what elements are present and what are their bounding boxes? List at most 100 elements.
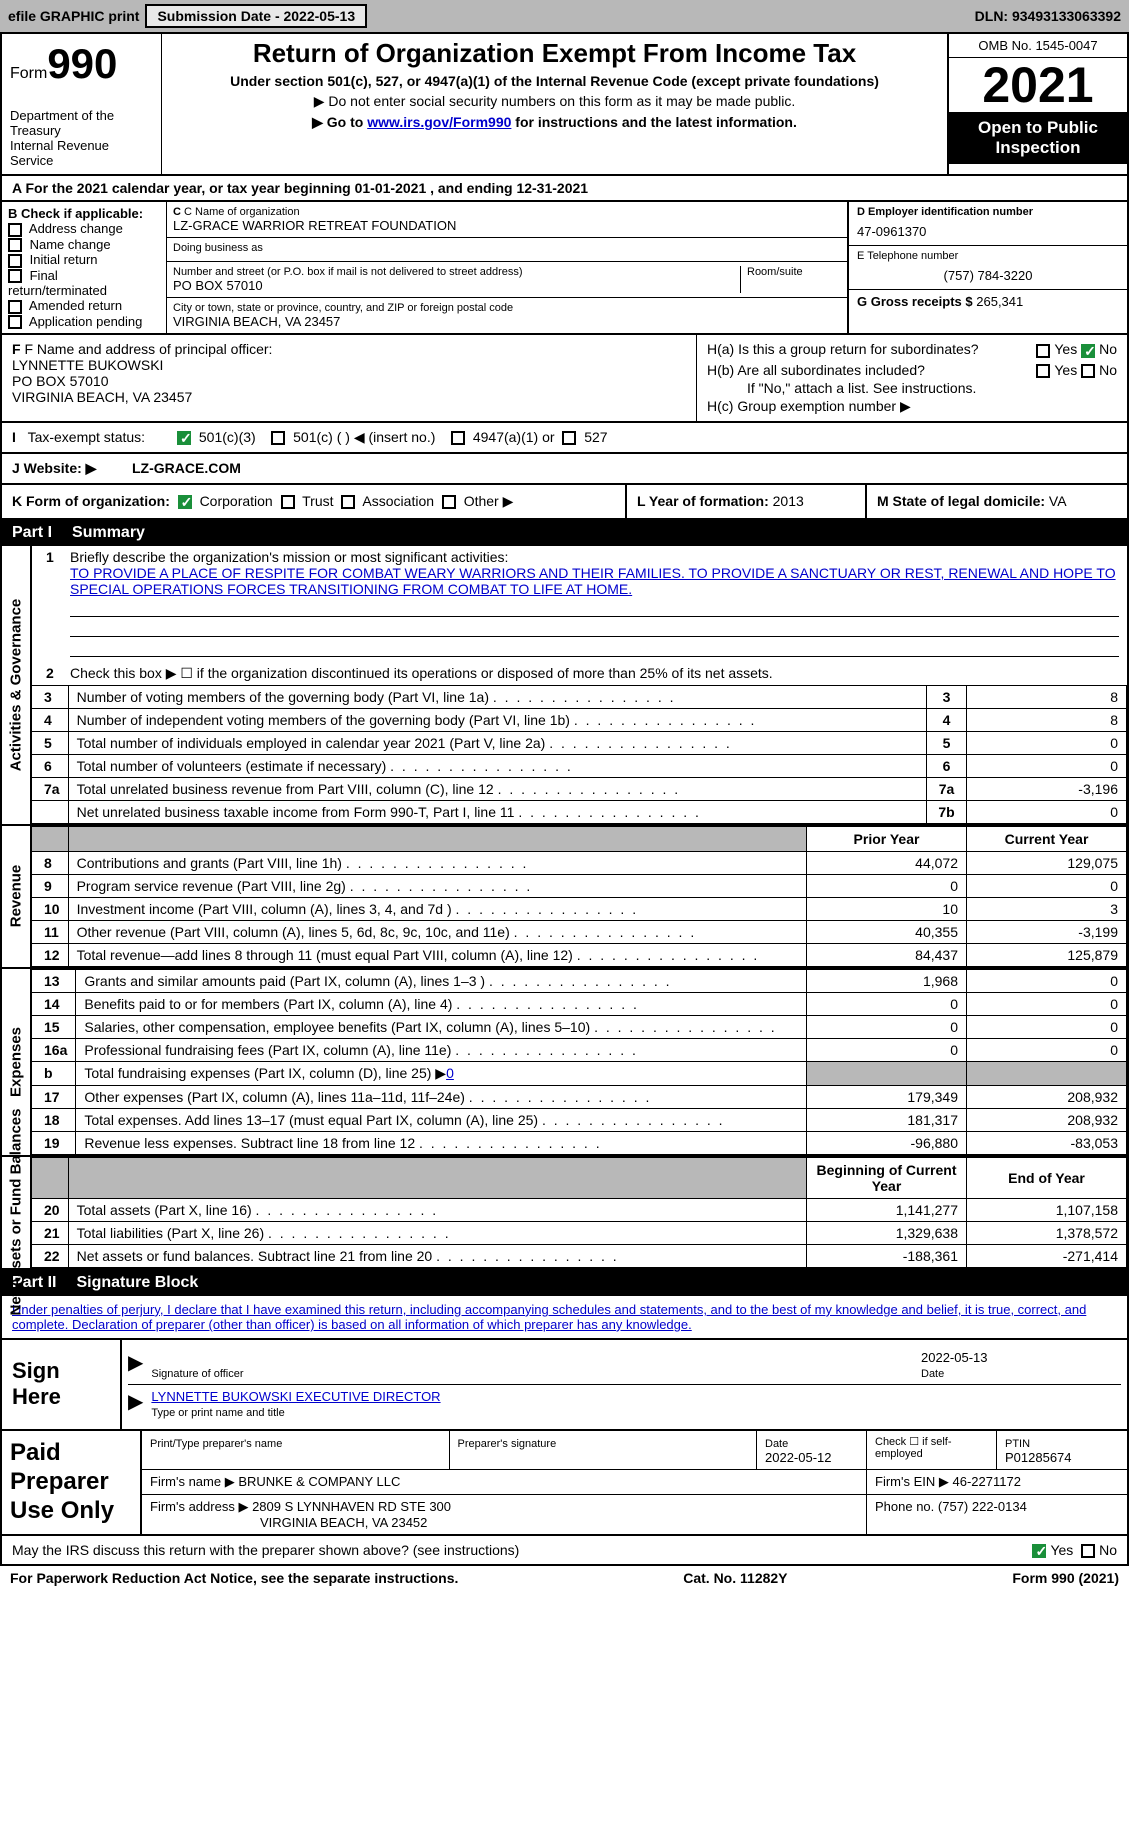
header-left: Form990 Department of the Treasury Inter… [2,34,162,174]
table-row: 22Net assets or fund balances. Subtract … [32,1244,1127,1267]
table-row: 19Revenue less expenses. Subtract line 1… [32,1131,1127,1154]
table-row: 4Number of independent voting members of… [32,708,1127,731]
submission-date-button[interactable]: Submission Date - 2022-05-13 [145,4,367,28]
table-row: 10Investment income (Part VIII, column (… [32,897,1127,920]
irs-link[interactable]: www.irs.gov/Form990 [367,114,511,130]
section-activities-governance: Activities & Governance 1Briefly describ… [0,546,1129,826]
ein-value: 47-0961370 [857,224,1119,239]
table-row: 7aTotal unrelated business revenue from … [32,777,1127,800]
checkbox-ha-no[interactable] [1081,344,1095,358]
checkbox-trust[interactable] [281,495,295,509]
dln-label: DLN: 93493133063392 [975,8,1121,24]
checkbox-hb-yes[interactable] [1036,364,1050,378]
website-value: LZ-GRACE.COM [132,460,241,477]
table-row: 8Contributions and grants (Part VIII, li… [32,851,1127,874]
org-city: VIRGINIA BEACH, VA 23457 [173,314,841,329]
table-row: 20Total assets (Part X, line 16) 1,141,2… [32,1198,1127,1221]
checkbox-other[interactable] [442,495,456,509]
table-row: 18Total expenses. Add lines 13–17 (must … [32,1108,1127,1131]
form-subtitle-2: ▶ Do not enter social security numbers o… [166,93,943,110]
form-header: Form990 Department of the Treasury Inter… [0,34,1129,176]
col-c-org-info: C C Name of organization LZ-GRACE WARRIO… [167,202,847,333]
addr-label: Number and street (or P.O. box if mail i… [173,266,734,278]
side-label-net: Net Assets or Fund Balances [2,1157,32,1268]
row-j-website: J Website: ▶ LZ-GRACE.COM [0,454,1129,485]
paid-preparer-block: Paid Preparer Use Only Print/Type prepar… [0,1431,1129,1536]
tel-value: (757) 784-3220 [857,268,1119,283]
table-row: 5Total number of individuals employed in… [32,731,1127,754]
principal-officer: F F Name and address of principal office… [2,335,697,421]
part-ii-header: Part II Signature Block [0,1270,1129,1296]
omb-number: OMB No. 1545-0047 [949,34,1127,58]
table-row: 11Other revenue (Part VIII, column (A), … [32,920,1127,943]
ein-label: D Employer identification number [857,206,1119,218]
checkbox-initial-return[interactable] [8,254,22,268]
org-address: PO BOX 57010 [173,278,734,293]
city-label: City or town, state or province, country… [173,302,841,314]
section-net-assets: Net Assets or Fund Balances Beginning of… [0,1157,1129,1270]
group-return: H(a) Is this a group return for subordin… [697,335,1127,421]
table-row: 9Program service revenue (Part VIII, lin… [32,874,1127,897]
row-i-tax-exempt: I Tax-exempt status: 501(c)(3) 501(c) ( … [0,423,1129,454]
sign-here-block: Sign Here ▶ Signature of officer 2022-05… [0,1340,1129,1431]
checkbox-corp[interactable] [178,495,192,509]
gross-value: 265,341 [976,294,1023,309]
section-expenses: Expenses 13Grants and similar amounts pa… [0,969,1129,1157]
row-a-calendar-year: A For the 2021 calendar year, or tax yea… [0,176,1129,202]
org-name: LZ-GRACE WARRIOR RETREAT FOUNDATION [173,218,841,233]
table-row: Net unrelated business taxable income fr… [32,800,1127,823]
table-row: 13Grants and similar amounts paid (Part … [32,969,1127,992]
table-row: 14Benefits paid to or for members (Part … [32,992,1127,1015]
col-d-ein-tel: D Employer identification number 47-0961… [847,202,1127,333]
dba-label: Doing business as [173,242,841,254]
top-bar: efile GRAPHIC print Submission Date - 20… [0,0,1129,34]
table-row: 3Number of voting members of the governi… [32,685,1127,708]
open-to-public: Open to Public Inspection [949,112,1127,164]
table-row: 16aProfessional fundraising fees (Part I… [32,1038,1127,1061]
tax-year: 2021 [949,58,1127,112]
checkbox-assoc[interactable] [341,495,355,509]
checkbox-527[interactable] [562,431,576,445]
side-label-ag: Activities & Governance [2,546,32,824]
arrow-icon: ▶ [128,1389,143,1419]
checkbox-4947[interactable] [451,431,465,445]
col-b-checkboxes: B Check if applicable: Address change Na… [2,202,167,333]
form-subtitle-3: ▶ Go to www.irs.gov/Form990 for instruct… [166,114,943,131]
table-row: 6Total number of volunteers (estimate if… [32,754,1127,777]
table-row: 15Salaries, other compensation, employee… [32,1015,1127,1038]
form-number: Form990 [10,40,153,88]
signature-declaration: Under penalties of perjury, I declare th… [0,1296,1129,1340]
checkbox-discuss-yes[interactable] [1032,1544,1046,1558]
table-row: 12Total revenue—add lines 8 through 11 (… [32,943,1127,966]
arrow-icon: ▶ [128,1350,143,1380]
part-i-header: Part I Summary [0,520,1129,546]
table-row: 17Other expenses (Part IX, column (A), l… [32,1085,1127,1108]
section-bcd: B Check if applicable: Address change Na… [0,202,1129,335]
form-subtitle-1: Under section 501(c), 527, or 4947(a)(1)… [166,73,943,89]
footer: For Paperwork Reduction Act Notice, see … [0,1566,1129,1590]
checkbox-ha-yes[interactable] [1036,344,1050,358]
checkbox-application-pending[interactable] [8,315,22,329]
checkbox-501c[interactable] [271,431,285,445]
section-revenue: Revenue Prior YearCurrent Year8Contribut… [0,826,1129,969]
section-fh: F F Name and address of principal office… [0,335,1129,423]
tel-label: E Telephone number [857,250,1119,262]
checkbox-501c3[interactable] [177,431,191,445]
form-title: Return of Organization Exempt From Incom… [166,38,943,69]
header-middle: Return of Organization Exempt From Incom… [162,34,947,174]
org-name-label: C C Name of organization [173,206,841,218]
checkbox-name-change[interactable] [8,238,22,252]
header-right: OMB No. 1545-0047 2021 Open to Public In… [947,34,1127,174]
efile-label: efile GRAPHIC print [8,8,139,24]
table-row: 21Total liabilities (Part X, line 26) 1,… [32,1221,1127,1244]
discuss-row: May the IRS discuss this return with the… [0,1536,1129,1566]
row-klm: K Form of organization: Corporation Trus… [0,485,1129,520]
checkbox-amended-return[interactable] [8,300,22,314]
treasury-label: Department of the Treasury Internal Reve… [10,108,153,168]
table-row: bTotal fundraising expenses (Part IX, co… [32,1061,1127,1085]
checkbox-final-return-terminated[interactable] [8,269,22,283]
room-label: Room/suite [747,266,841,278]
checkbox-hb-no[interactable] [1081,364,1095,378]
checkbox-discuss-no[interactable] [1081,1544,1095,1558]
checkbox-address-change[interactable] [8,223,22,237]
